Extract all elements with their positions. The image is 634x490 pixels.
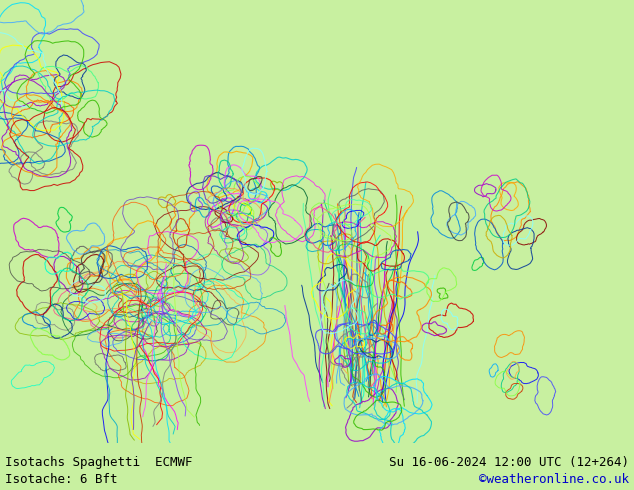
- Text: Isotache: 6 Bft: Isotache: 6 Bft: [5, 473, 117, 486]
- Text: Su 16-06-2024 12:00 UTC (12+264): Su 16-06-2024 12:00 UTC (12+264): [389, 457, 629, 469]
- Text: Isotachs Spaghetti  ECMWF: Isotachs Spaghetti ECMWF: [5, 457, 193, 469]
- Text: ©weatheronline.co.uk: ©weatheronline.co.uk: [479, 473, 629, 486]
